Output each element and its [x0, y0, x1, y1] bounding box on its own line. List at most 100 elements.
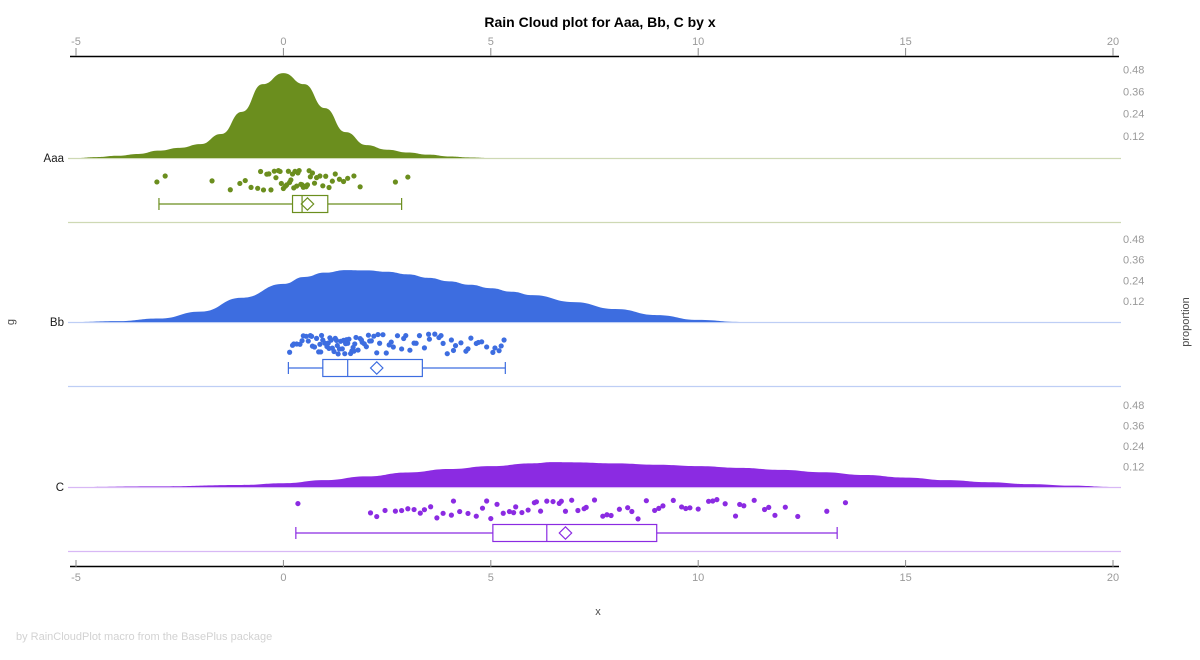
- proportion-tick-label: 0.48: [1123, 400, 1144, 412]
- top-axis-tick-label: 0: [280, 36, 286, 48]
- rain-dot: [766, 504, 772, 510]
- top-axis-tick-label: 5: [488, 36, 494, 48]
- rain-dot: [352, 341, 358, 347]
- rain-dot: [377, 340, 383, 346]
- group-label-bb: Bb: [50, 317, 64, 329]
- rain-dot: [237, 180, 243, 187]
- rain-dot: [334, 342, 340, 349]
- proportion-tick-label: 0.48: [1123, 234, 1144, 246]
- rain-dot: [299, 338, 305, 344]
- rain-dot: [371, 333, 377, 339]
- rain-dot: [421, 345, 428, 351]
- top-axis-tick-label: 15: [899, 36, 911, 48]
- rain-dot: [405, 174, 411, 180]
- rain-dot: [479, 505, 486, 511]
- rain-dot: [473, 513, 479, 519]
- rain-dot: [440, 510, 446, 516]
- proportion-tick-label: 0.12: [1123, 296, 1144, 308]
- rain-dot: [313, 335, 320, 341]
- rain-dot: [842, 500, 849, 506]
- rain-dot: [311, 180, 318, 186]
- mean-diamond-marker: [300, 196, 315, 212]
- rain-dot: [278, 180, 284, 187]
- proportion-tick-label: 0.12: [1123, 461, 1144, 473]
- rain-dot: [342, 351, 348, 357]
- group-panel-aaa: [68, 73, 1121, 224]
- rain-dot: [772, 512, 778, 518]
- rain-dot: [537, 508, 544, 514]
- bottom-axis-tick-label: 10: [692, 572, 704, 584]
- rain-dot: [525, 507, 531, 513]
- rain-dot: [511, 510, 517, 516]
- rain-dot: [761, 506, 768, 513]
- bottom-axis-tick-label: 5: [488, 572, 494, 584]
- rain-dot: [458, 340, 464, 346]
- rain-dot: [285, 168, 291, 174]
- rain-dot: [271, 168, 277, 174]
- rain-dot: [652, 507, 658, 514]
- rain-dot: [550, 498, 556, 505]
- rain-dot: [484, 344, 490, 350]
- rain-dot: [722, 501, 728, 507]
- rain-dot: [600, 513, 606, 519]
- rain-dot: [383, 350, 389, 356]
- rain-dot: [255, 185, 261, 191]
- rain-dot: [705, 498, 712, 504]
- box-plot-bb: [287, 358, 506, 378]
- rain-dot: [575, 507, 581, 514]
- top-axis-tick-label: -5: [71, 36, 81, 48]
- rain-dot: [544, 498, 550, 504]
- rain-dot: [714, 497, 720, 503]
- rain-dot: [323, 173, 329, 179]
- rain-dot: [513, 504, 519, 510]
- rain-dot: [328, 337, 334, 343]
- rain-dot: [629, 508, 635, 515]
- rain-dot: [710, 498, 716, 504]
- rain-dot: [683, 505, 689, 512]
- density-cloud-bb: [76, 270, 740, 322]
- rain-dot: [336, 176, 342, 182]
- rain-dot: [296, 167, 302, 174]
- bottom-axis-tick-label: 15: [899, 572, 911, 584]
- rain-dot: [304, 182, 311, 188]
- box-iqr: [291, 194, 329, 214]
- rain-dot: [501, 337, 507, 343]
- proportion-tick-label: 0.24: [1123, 109, 1144, 121]
- bottom-axis-tick-label: 20: [1107, 572, 1119, 584]
- rain-dot: [569, 497, 575, 503]
- rain-dot: [413, 340, 419, 346]
- rain-dot: [320, 183, 326, 189]
- rain-dot: [401, 335, 407, 342]
- rain-dot: [355, 347, 361, 353]
- rain-dot: [484, 498, 490, 504]
- rain-dot: [326, 184, 332, 191]
- rain-dot: [248, 184, 254, 190]
- rain-dot: [392, 508, 398, 514]
- rain-dot: [608, 512, 614, 519]
- rain-dot: [448, 512, 454, 518]
- rain-dot: [581, 506, 587, 512]
- rain-dot: [490, 349, 496, 356]
- rain-dot: [340, 178, 347, 185]
- rain-dot: [345, 175, 351, 181]
- box-iqr: [492, 523, 658, 543]
- proportion-tick-label: 0.36: [1123, 255, 1144, 267]
- mean-diamond-marker: [558, 525, 573, 541]
- rain-dot: [558, 498, 564, 504]
- rain-dot: [375, 331, 381, 338]
- rain-dot: [357, 184, 363, 190]
- box-iqr: [322, 358, 423, 378]
- rain-dot: [625, 505, 631, 511]
- proportion-tick-label: 0.36: [1123, 420, 1144, 432]
- rain-dot: [687, 505, 693, 511]
- rain-dot: [309, 170, 316, 176]
- y-axis-label: g: [5, 319, 17, 325]
- box-plot-c: [295, 523, 838, 543]
- rain-dot: [363, 344, 369, 350]
- rain-dot: [289, 342, 296, 348]
- rain-dot: [209, 178, 215, 184]
- rain-dot: [367, 338, 373, 344]
- rain-dot: [351, 173, 357, 179]
- rain-dot: [670, 497, 676, 504]
